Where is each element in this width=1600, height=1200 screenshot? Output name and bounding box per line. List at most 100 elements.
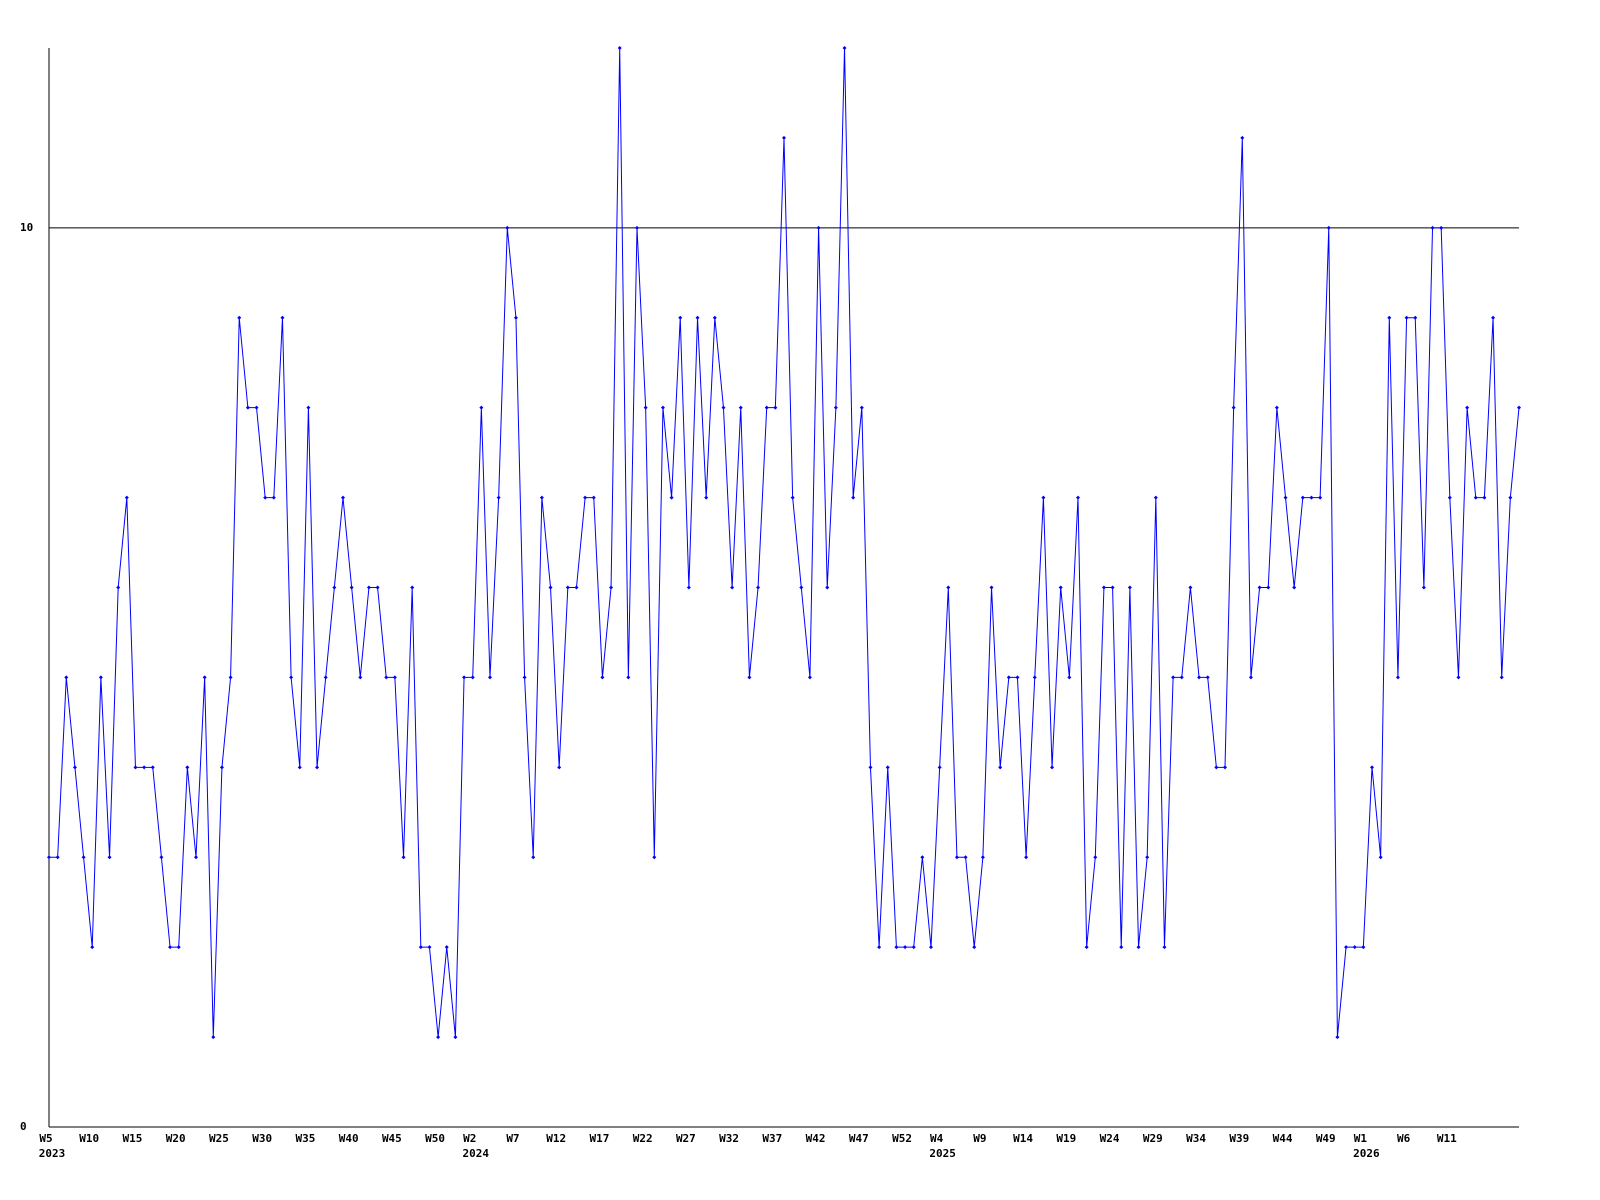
data-point bbox=[669, 495, 674, 500]
data-point bbox=[1517, 405, 1521, 410]
data-point bbox=[1352, 945, 1357, 950]
x-tick-label: W19 bbox=[1056, 1132, 1076, 1145]
data-point bbox=[1248, 675, 1253, 680]
data-point bbox=[1266, 585, 1271, 590]
data-point bbox=[1015, 675, 1020, 680]
data-point bbox=[911, 945, 916, 950]
data-point bbox=[756, 585, 761, 590]
data-point bbox=[306, 405, 311, 410]
data-point bbox=[1006, 675, 1011, 680]
x-tick-label: W37 bbox=[762, 1132, 782, 1145]
x-tick-label: W10 bbox=[79, 1132, 99, 1145]
data-point bbox=[1101, 585, 1106, 590]
x-tick-label: W40 bbox=[339, 1132, 359, 1145]
data-point bbox=[635, 225, 639, 230]
data-point bbox=[1024, 855, 1029, 860]
data-point bbox=[868, 765, 873, 770]
data-point bbox=[1292, 585, 1297, 590]
data-point bbox=[1214, 765, 1219, 770]
data-point bbox=[1231, 405, 1236, 410]
data-point bbox=[1499, 675, 1504, 680]
data-point bbox=[1058, 585, 1063, 590]
data-point bbox=[1387, 315, 1392, 320]
data-point bbox=[833, 405, 838, 410]
data-point bbox=[851, 495, 856, 500]
data-point bbox=[1067, 675, 1072, 680]
data-point bbox=[1482, 495, 1487, 500]
data-point bbox=[462, 675, 467, 680]
data-point bbox=[712, 315, 717, 320]
data-point bbox=[176, 945, 181, 950]
data-point bbox=[211, 1035, 216, 1040]
data-point bbox=[1309, 495, 1314, 500]
data-point bbox=[799, 585, 804, 590]
data-point bbox=[1413, 315, 1418, 320]
data-point bbox=[366, 585, 371, 590]
x-tick-label: W7 bbox=[506, 1132, 519, 1145]
data-point bbox=[600, 675, 605, 680]
data-point bbox=[1439, 225, 1444, 230]
data-point bbox=[72, 765, 77, 770]
data-point bbox=[885, 765, 890, 770]
data-point bbox=[1127, 585, 1132, 590]
data-point bbox=[1473, 495, 1478, 500]
data-point bbox=[1283, 495, 1288, 500]
data-point bbox=[1179, 675, 1184, 680]
data-point bbox=[747, 675, 752, 680]
data-point bbox=[1378, 855, 1383, 860]
data-point bbox=[237, 315, 242, 320]
data-point bbox=[245, 405, 250, 410]
data-point bbox=[384, 675, 389, 680]
data-point bbox=[946, 585, 951, 590]
x-tick-label: W2 bbox=[463, 1132, 476, 1145]
data-point bbox=[583, 495, 588, 500]
data-point bbox=[678, 315, 683, 320]
data-point bbox=[652, 855, 657, 860]
data-point bbox=[505, 225, 510, 230]
data-point bbox=[790, 495, 795, 500]
data-point bbox=[280, 315, 285, 320]
data-point bbox=[228, 675, 233, 680]
data-point bbox=[807, 675, 812, 680]
data-point bbox=[315, 765, 320, 770]
x-tick-label: W22 bbox=[633, 1132, 653, 1145]
data-point bbox=[150, 765, 155, 770]
x-tick-label: W25 bbox=[209, 1132, 229, 1145]
data-point bbox=[686, 585, 691, 590]
x-tick-label: W35 bbox=[295, 1132, 315, 1145]
data-point bbox=[254, 405, 259, 410]
data-point bbox=[842, 46, 847, 50]
data-point bbox=[730, 585, 735, 590]
data-point bbox=[271, 495, 276, 500]
data-point bbox=[1361, 945, 1366, 950]
data-point bbox=[1274, 405, 1279, 410]
data-point bbox=[954, 855, 959, 860]
x-tick-label: W1 bbox=[1354, 1132, 1368, 1145]
data-point bbox=[496, 495, 501, 500]
data-point bbox=[1404, 315, 1409, 320]
data-point bbox=[1119, 945, 1124, 950]
data-point bbox=[1421, 585, 1426, 590]
data-point bbox=[972, 945, 977, 950]
data-point bbox=[488, 675, 492, 680]
data-point bbox=[1430, 225, 1435, 230]
data-point bbox=[1223, 765, 1227, 770]
data-point bbox=[1300, 495, 1305, 500]
x-tick-label: W20 bbox=[166, 1132, 186, 1145]
data-point bbox=[738, 405, 743, 410]
data-point bbox=[358, 675, 363, 680]
data-point bbox=[1447, 495, 1452, 500]
data-point bbox=[565, 585, 570, 590]
data-point bbox=[1041, 495, 1046, 500]
data-point bbox=[116, 585, 121, 590]
data-point bbox=[1491, 315, 1496, 320]
x-tick-label: W45 bbox=[382, 1132, 402, 1145]
x-tick-label: W24 bbox=[1100, 1132, 1120, 1145]
data-point bbox=[1188, 585, 1193, 590]
data-point bbox=[142, 765, 147, 770]
data-point bbox=[1465, 405, 1470, 410]
data-point bbox=[436, 1035, 441, 1040]
data-point bbox=[591, 495, 596, 500]
data-point bbox=[773, 405, 778, 410]
